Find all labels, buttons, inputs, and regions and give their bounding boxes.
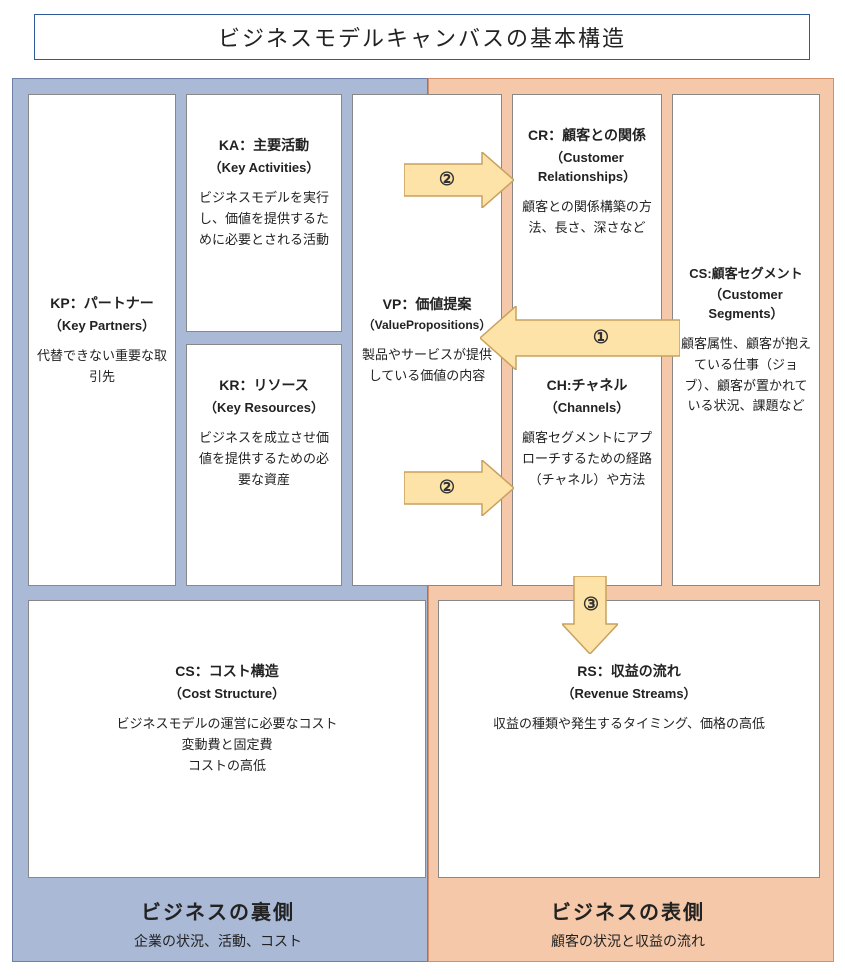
footer-left-sub: 企業の状況、活動、コスト — [18, 931, 418, 951]
bmc-diagram: ビジネスモデルキャンバスの基本構造 KP：パートナー （Key Partners… — [0, 0, 845, 979]
block-rs: RS：収益の流れ （Revenue Streams） 収益の種類や発生するタイミ… — [438, 600, 820, 878]
footer-left-title: ビジネスの裏側 — [18, 896, 418, 925]
block-ch: CH:チャネル （Channels） 顧客セグメントにアプローチするための経路（… — [512, 344, 662, 586]
rs-sub: （Revenue Streams） — [561, 683, 696, 702]
footer-right: ビジネスの表側 顧客の状況と収益の流れ — [428, 896, 828, 951]
footer-left: ビジネスの裏側 企業の状況、活動、コスト — [18, 896, 418, 951]
ch-desc: 顧客セグメントにアプローチするための経路（チャネル）や方法 — [519, 428, 655, 490]
ka-sub: （Key Activities） — [209, 157, 320, 176]
diagram-title: ビジネスモデルキャンバスの基本構造 — [34, 14, 810, 60]
block-ka: KA：主要活動 （Key Activities） ビジネスモデルを実行し、価値を… — [186, 94, 342, 332]
kr-desc: ビジネスを成立させ価値を提供するための必要な資産 — [193, 428, 335, 490]
arrow-2-lower — [404, 460, 514, 516]
rs-title: RS：収益の流れ — [577, 661, 680, 681]
rs-desc: 収益の種類や発生するタイミング、価格の高低 — [493, 714, 765, 735]
footer-right-sub: 顧客の状況と収益の流れ — [428, 931, 828, 951]
cr-desc: 顧客との関係構築の方法、長さ、深さなど — [519, 197, 655, 239]
block-cr: CR：顧客との関係 （Customer Relationships） 顧客との関… — [512, 94, 662, 332]
arrow-1 — [480, 306, 680, 370]
cseg-sub: （Customer Segments） — [679, 284, 813, 322]
vp-sub: （ValuePropositions） — [363, 316, 492, 333]
vp-title: VP：価値提案 — [383, 294, 472, 314]
cost-desc: ビジネスモデルの運営に必要なコスト 変動費と固定費 コストの高低 — [116, 714, 337, 776]
arrow-3 — [562, 576, 618, 654]
cost-sub: （Cost Structure） — [169, 683, 285, 702]
arrow-2-upper — [404, 152, 514, 208]
cseg-title: CS:顧客セグメント — [689, 263, 802, 282]
vp-desc: 製品やサービスが提供している価値の内容 — [359, 345, 495, 387]
block-cost: CS：コスト構造 （Cost Structure） ビジネスモデルの運営に必要な… — [28, 600, 426, 878]
kp-title: KP：パートナー — [50, 293, 153, 313]
block-cs-segment: CS:顧客セグメント （Customer Segments） 顧客属性、顧客が抱… — [672, 94, 820, 586]
cr-sub: （Customer Relationships） — [519, 147, 655, 185]
block-kp: KP：パートナー （Key Partners） 代替できない重要な取引先 — [28, 94, 176, 586]
kr-sub: （Key Resources） — [204, 397, 324, 416]
ka-desc: ビジネスモデルを実行し、価値を提供するために必要とされる活動 — [193, 188, 335, 250]
kp-sub: （Key Partners） — [49, 315, 155, 334]
cseg-desc: 顧客属性、顧客が抱えている仕事（ジョブ）、顧客が置かれている状況、課題など — [679, 334, 813, 417]
cost-title: CS：コスト構造 — [175, 661, 278, 681]
kr-title: KR：リソース — [219, 375, 309, 395]
ch-title: CH:チャネル — [547, 375, 628, 395]
ka-title: KA：主要活動 — [219, 135, 309, 155]
block-kr: KR：リソース （Key Resources） ビジネスを成立させ価値を提供する… — [186, 344, 342, 586]
ch-sub: （Channels） — [545, 397, 630, 416]
kp-desc: 代替できない重要な取引先 — [35, 346, 169, 388]
cr-title: CR：顧客との関係 — [528, 125, 646, 145]
footer-right-title: ビジネスの表側 — [428, 896, 828, 925]
